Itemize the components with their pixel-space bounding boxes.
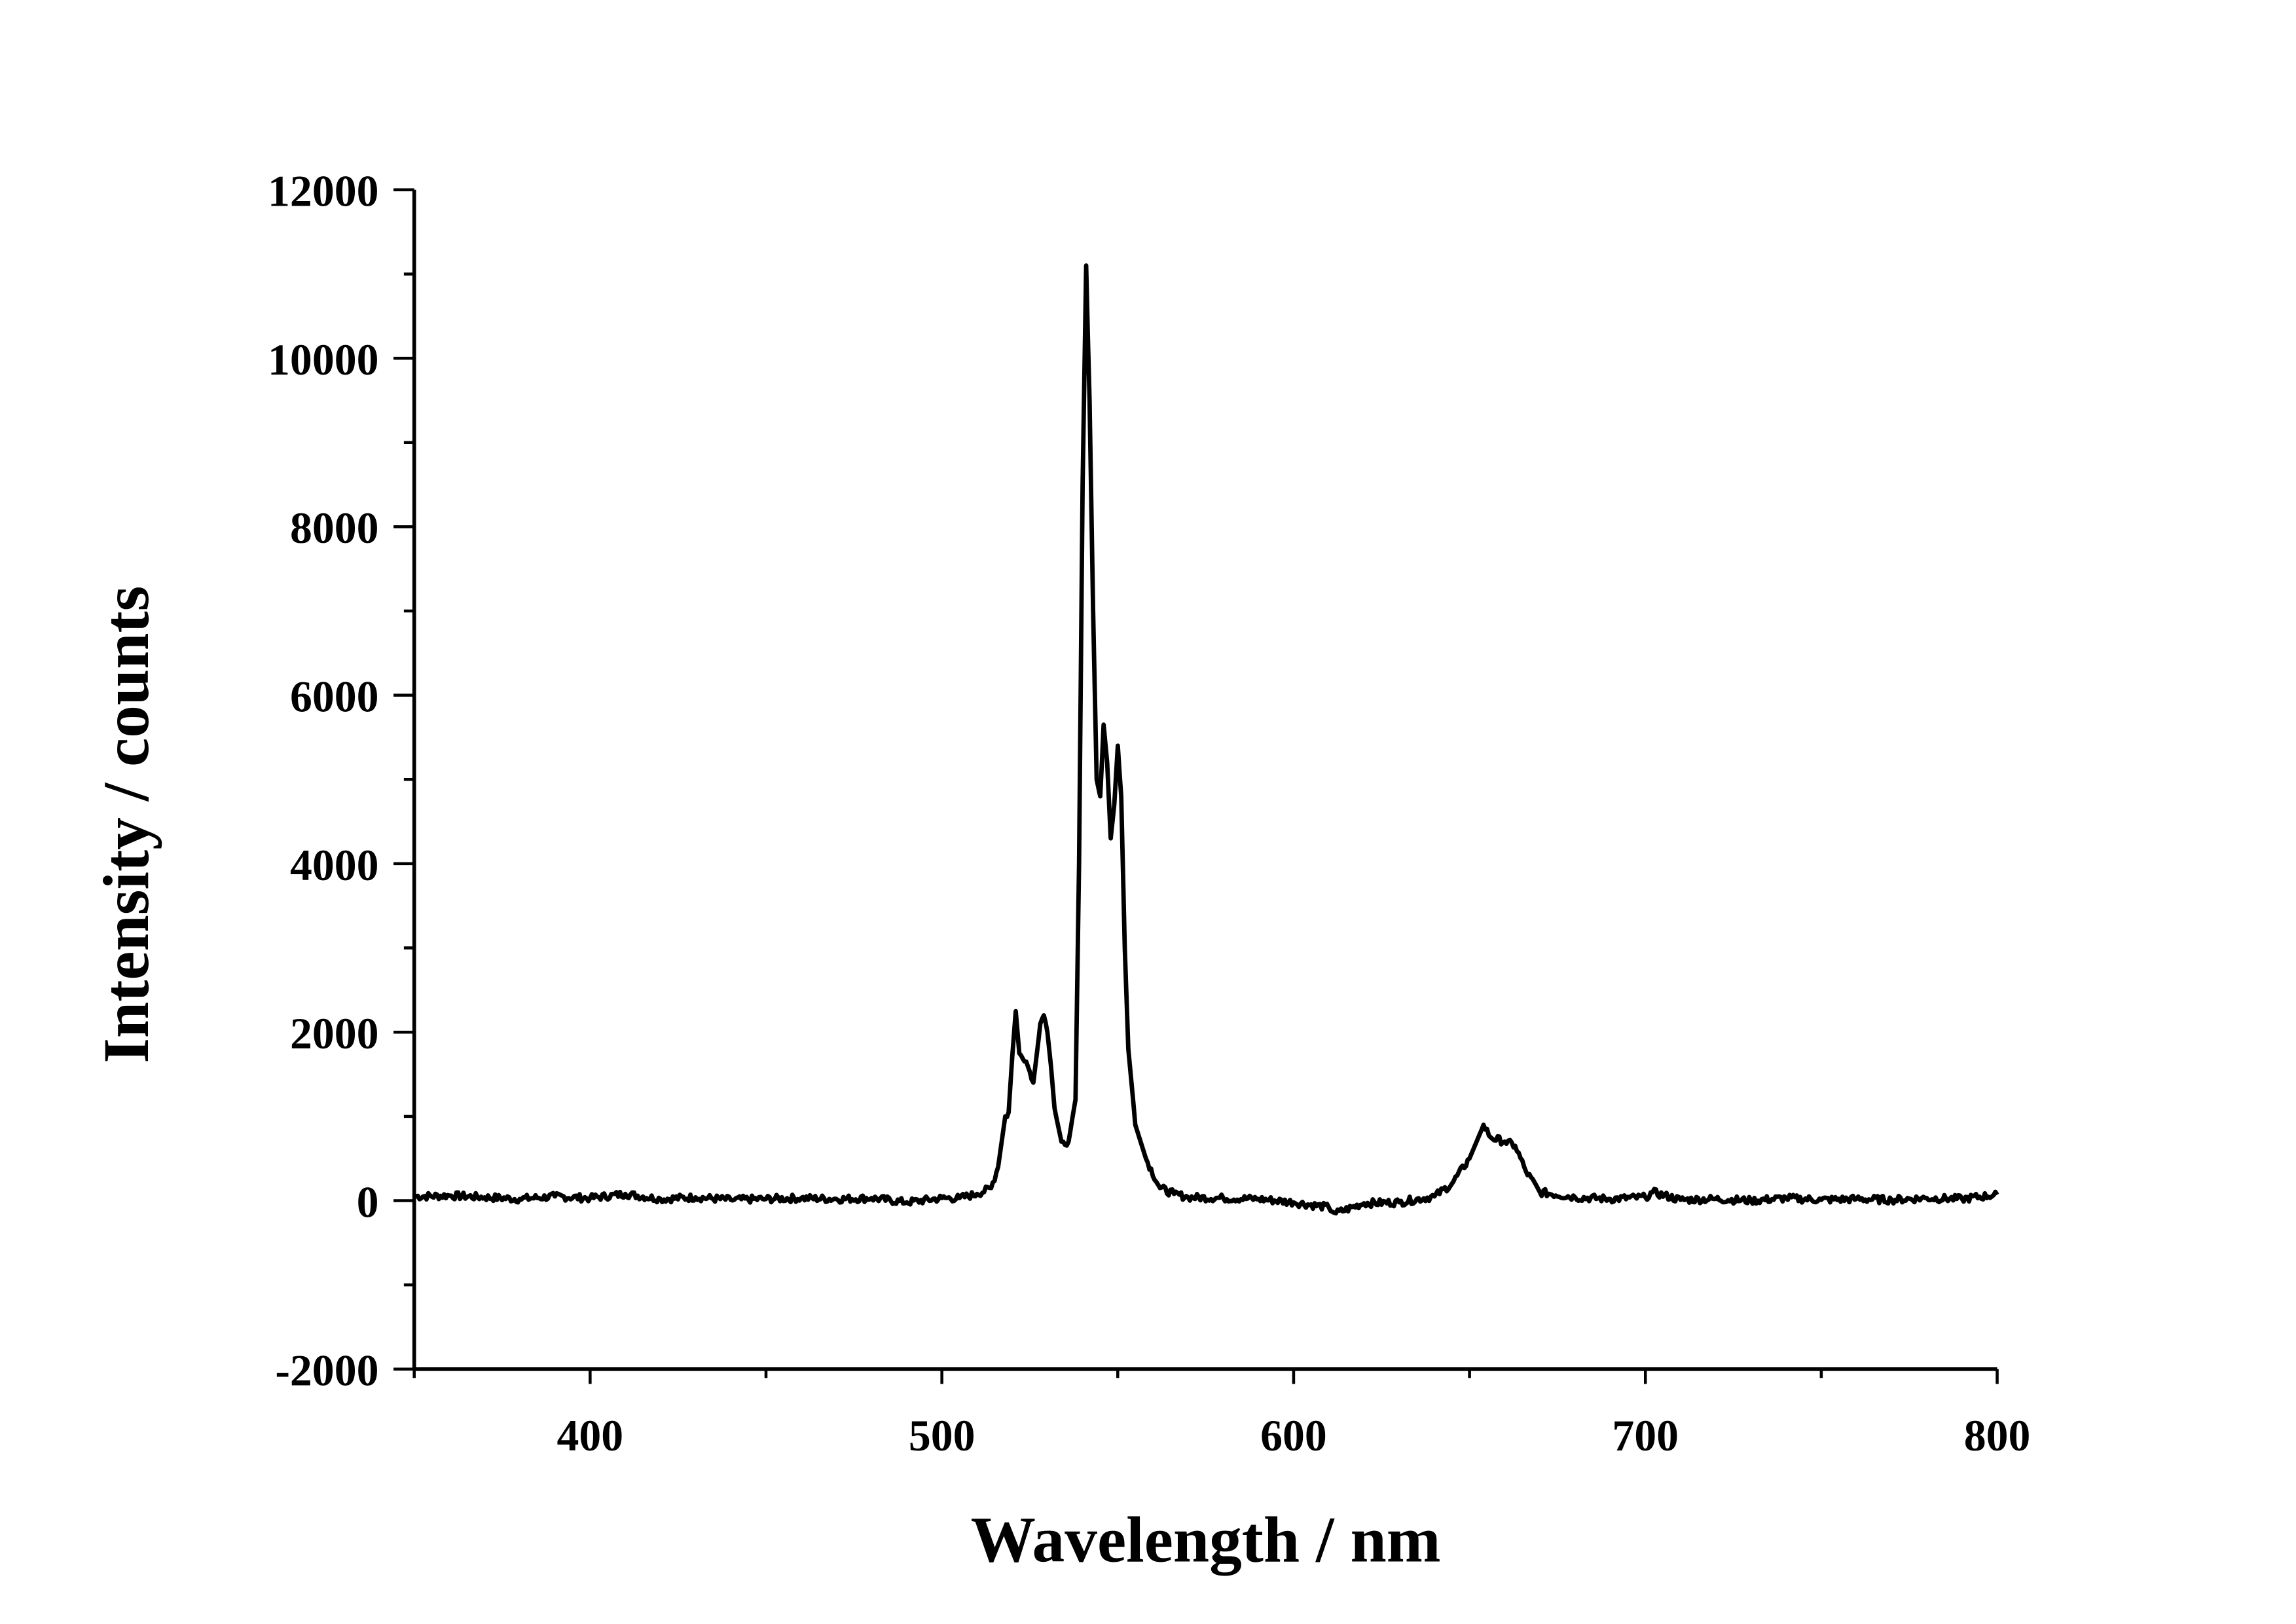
x-tick-label: 700 xyxy=(1612,1411,1679,1460)
y-tick-label: 0 xyxy=(357,1177,379,1227)
ticks: 400 500 600 700 800 -2000 0 2000 4000 6000 8000 100… xyxy=(268,167,2030,1460)
y-tick-label: 12000 xyxy=(268,167,378,216)
y-tick-label: 10000 xyxy=(268,335,378,384)
x-tick-label: 500 xyxy=(909,1411,975,1460)
spectrum-line xyxy=(414,263,1999,1216)
x-tick-label: 800 xyxy=(1964,1411,2031,1460)
x-tick-label: 400 xyxy=(557,1411,624,1460)
y-tick-label: -2000 xyxy=(275,1346,378,1395)
y-axis-label: Intensity / counts xyxy=(90,586,162,1063)
series xyxy=(414,263,1999,1216)
y-tick-label: 8000 xyxy=(290,504,379,553)
x-axis-label: Wavelength / nm xyxy=(971,1504,1441,1576)
y-tick-label: 6000 xyxy=(290,673,379,722)
x-tick-label: 600 xyxy=(1260,1411,1327,1460)
y-tick-label: 4000 xyxy=(290,841,379,890)
y-tick-label: 2000 xyxy=(290,1009,379,1058)
